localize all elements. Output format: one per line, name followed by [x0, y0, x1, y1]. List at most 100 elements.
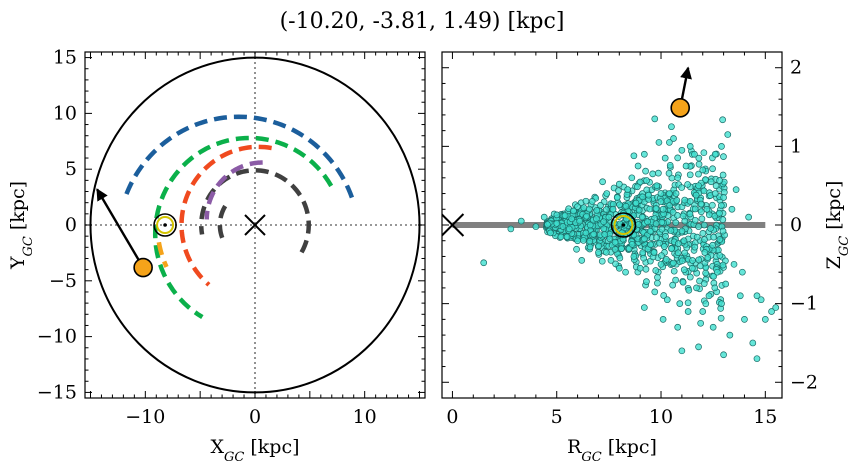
star-point: [684, 181, 691, 188]
star-point: [635, 221, 642, 228]
star-point: [607, 257, 615, 264]
sun-inner-ring: [613, 215, 634, 235]
star-point: [709, 241, 717, 249]
star-point: [646, 205, 654, 213]
star-point: [595, 242, 603, 250]
star-point: [679, 212, 687, 220]
star-point: [719, 261, 727, 269]
star-point: [635, 206, 643, 214]
star-point: [588, 198, 596, 205]
star-point: [724, 131, 732, 138]
star-point: [611, 238, 619, 246]
star-point: [615, 180, 623, 188]
star-point: [628, 240, 636, 248]
star-point: [622, 202, 630, 210]
star-point: [707, 225, 714, 232]
left-panel: −10 0 10 −15 −10 −5 0 5 10 15 XGC [kpc] YGC [kpc]: [7, 47, 426, 464]
star-point: [639, 249, 647, 257]
star-point: [674, 323, 682, 331]
star-point: [586, 243, 594, 251]
star-point: [597, 201, 604, 209]
star-point: [684, 299, 692, 307]
star-point: [678, 227, 686, 235]
star-point: [655, 139, 663, 146]
star-point: [586, 221, 594, 229]
star-point: [678, 184, 686, 191]
star-point: [593, 215, 600, 223]
star-point: [606, 235, 614, 243]
star-point: [517, 217, 525, 225]
star-point: [691, 150, 698, 158]
star-point: [634, 183, 641, 191]
star-point: [615, 264, 623, 272]
star-point: [583, 212, 590, 220]
star-point: [702, 300, 710, 308]
star-point: [613, 194, 621, 201]
star-point: [656, 239, 663, 247]
star-point: [657, 190, 665, 197]
spiral-arm-arc-3: [179, 144, 272, 287]
right-plot-area: [442, 66, 780, 363]
star-point: [652, 267, 660, 274]
star-point: [668, 245, 675, 252]
star-point: [745, 213, 752, 221]
star-point: [655, 169, 662, 177]
star-point: [582, 197, 590, 205]
star-point: [657, 198, 665, 205]
star-point: [640, 254, 647, 262]
star-point: [695, 170, 702, 178]
star-point: [717, 202, 725, 209]
star-point: [609, 205, 617, 213]
star-point: [670, 267, 678, 275]
star-point: [645, 191, 652, 199]
star-point: [667, 227, 675, 234]
star-point: [659, 205, 667, 213]
y-tick-label: −10: [37, 326, 77, 348]
star-point: [616, 201, 623, 209]
star-point: [753, 292, 761, 300]
star-point: [720, 194, 727, 201]
star-point: [676, 300, 684, 307]
star-point: [686, 171, 694, 179]
y-tick-label: 0: [65, 214, 77, 236]
star-point: [665, 169, 673, 177]
y-tick-label: 1: [790, 135, 802, 157]
star-point: [701, 249, 709, 256]
star-point: [669, 208, 677, 216]
star-point: [701, 236, 708, 243]
star-point: [669, 281, 677, 289]
star-point: [695, 343, 702, 351]
star-point: [547, 229, 554, 237]
star-point: [553, 220, 561, 227]
star-point: [705, 211, 713, 219]
star-point: [711, 190, 719, 197]
star-point: [719, 116, 726, 124]
y-tick-label: −1: [790, 293, 818, 315]
star-point: [595, 249, 602, 256]
x-tick-label: 0: [249, 406, 261, 428]
star-point: [699, 308, 707, 315]
star-point: [590, 230, 598, 238]
star-point: [709, 201, 716, 209]
sun-outer-ring: [610, 212, 637, 238]
star-point: [728, 205, 736, 213]
x-tick-label: 0: [446, 406, 458, 428]
star-point: [661, 154, 669, 162]
star-point: [642, 265, 650, 273]
star-point: [574, 203, 581, 211]
y-tick-label: 5: [65, 158, 77, 180]
galactic-center-marker-b: [442, 213, 465, 237]
star-point: [580, 237, 587, 244]
x-tick-label: −10: [125, 406, 165, 428]
star-point: [601, 231, 609, 238]
star-point: [616, 254, 624, 262]
star-point: [772, 304, 780, 311]
star-point: [668, 123, 675, 131]
star-point: [718, 300, 725, 307]
star-point: [684, 308, 692, 315]
star-point: [559, 223, 567, 230]
star-point: [568, 215, 576, 223]
star-point: [698, 215, 706, 223]
star-point: [544, 221, 551, 228]
star-point: [695, 182, 702, 190]
